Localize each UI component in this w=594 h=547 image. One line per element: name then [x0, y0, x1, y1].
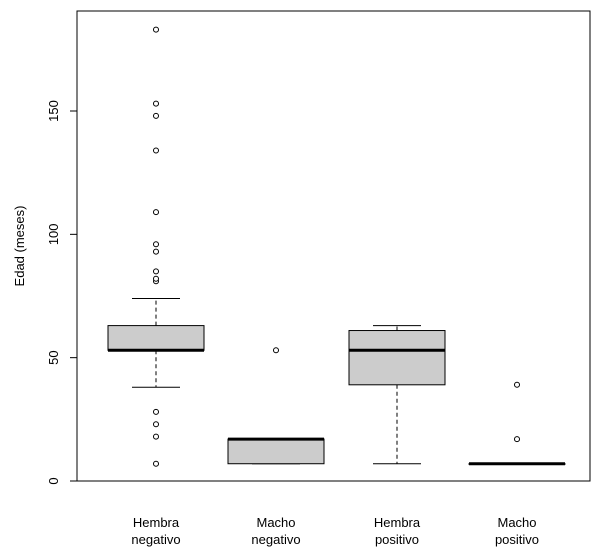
category-label-line1: Macho: [497, 515, 536, 530]
boxes-layer: [107, 26, 566, 467]
box-iqr: [348, 330, 446, 386]
y-tick-label: 50: [46, 350, 61, 364]
outlier-point: [153, 241, 159, 248]
outlier-point: [514, 436, 520, 443]
box-group: [468, 381, 566, 466]
outlier-point: [153, 209, 159, 216]
category-label-line1: Hembra: [133, 515, 180, 530]
box-group: [107, 26, 205, 467]
outlier-point: [153, 268, 159, 275]
outlier-point: [153, 421, 159, 428]
y-axis: 0 50 100 150: [46, 100, 77, 485]
outlier-point: [153, 248, 159, 255]
outlier-point: [153, 147, 159, 154]
outlier-point: [153, 275, 159, 282]
y-axis-title: Edad (meses): [12, 206, 27, 287]
box-iqr: [227, 438, 325, 465]
y-tick-label: 0: [46, 477, 61, 484]
box-iqr: [107, 325, 205, 351]
category-label-line2: positivo: [375, 532, 419, 547]
category-label-line2: negativo: [251, 532, 300, 547]
box-group: [348, 325, 446, 465]
outlier-point: [153, 26, 159, 33]
category-label-line1: Hembra: [374, 515, 421, 530]
box-group: [227, 347, 325, 465]
outlier-point: [514, 381, 520, 388]
plot-frame: [76, 10, 591, 482]
category-label-line2: positivo: [495, 532, 539, 547]
y-tick-label: 100: [46, 223, 61, 245]
outlier-point: [153, 433, 159, 440]
outlier-point: [273, 347, 279, 354]
category-label-line1: Macho: [256, 515, 295, 530]
x-axis-labels: Hembra negativo Macho negativo Hembra positiv…: [131, 515, 539, 547]
outlier-point: [153, 112, 159, 119]
category-label-line2: negativo: [131, 532, 180, 547]
y-tick-label: 150: [46, 100, 61, 122]
outlier-point: [153, 408, 159, 415]
outlier-point: [153, 460, 159, 467]
outlier-point: [153, 100, 159, 107]
